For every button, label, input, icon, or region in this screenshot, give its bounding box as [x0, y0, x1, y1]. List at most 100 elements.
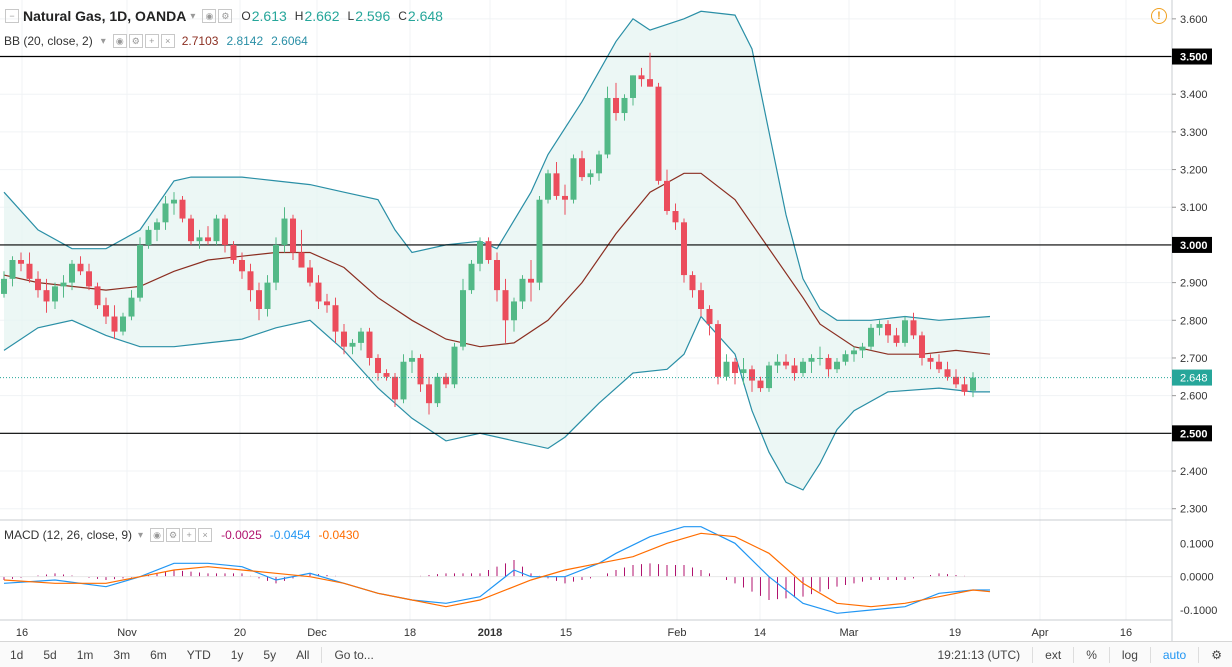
range-6m[interactable]: 6m [150, 647, 167, 662]
visibility-icon[interactable]: ◉ [150, 528, 165, 542]
candle-body [35, 278, 41, 291]
remove-icon[interactable]: × [198, 528, 213, 542]
candle-body [944, 369, 951, 377]
divider [1149, 646, 1151, 663]
candle-body [664, 180, 670, 212]
divider [1073, 646, 1075, 663]
candle-body [570, 158, 577, 200]
macd-label[interactable]: MACD (12, 26, close, 9) [4, 528, 133, 542]
settings-icon[interactable]: ⚙ [218, 9, 233, 23]
visibility-icon[interactable]: ◉ [202, 9, 217, 23]
range-1d[interactable]: 1d [10, 647, 24, 662]
dropdown-icon[interactable]: ▾ [190, 10, 196, 22]
candle-body [783, 361, 789, 366]
ext-toggle[interactable]: ext [1045, 647, 1062, 662]
candle-body [417, 357, 424, 385]
bb-upper-value: 2.8142 [226, 34, 264, 48]
candle-body [298, 252, 305, 268]
candle-body [111, 316, 118, 332]
symbol-legend: − Natural Gas, 1D, OANDA ▾ ◉ ⚙ O 2.613 H… [4, 8, 443, 24]
candle-body [800, 361, 806, 374]
candle-body [579, 158, 585, 178]
macd-hist-value: -0.0025 [221, 528, 262, 542]
candle-body [749, 369, 755, 381]
auto-toggle[interactable]: auto [1162, 647, 1187, 662]
candle-body [774, 361, 781, 366]
level-badge [1172, 425, 1212, 442]
range-ytd[interactable]: YTD [186, 647, 211, 662]
range-all[interactable]: All [296, 647, 310, 662]
settings-icon[interactable]: ⚙ [166, 528, 181, 542]
candle-body [103, 305, 109, 317]
symbol-title[interactable]: Natural Gas, 1D, OANDA [23, 8, 187, 24]
candle-body [485, 241, 492, 260]
add-icon[interactable]: + [182, 528, 197, 542]
bb-label[interactable]: BB (20, close, 2) [4, 34, 93, 48]
candle-body [868, 327, 874, 347]
clock-time: 19:21:13 (UTC) [937, 647, 1021, 662]
gear-icon[interactable]: ⚙ [1211, 647, 1222, 662]
candle-body [400, 361, 407, 400]
range-5d[interactable]: 5d [43, 647, 57, 662]
candle-body [213, 218, 220, 242]
candle-body [426, 384, 432, 404]
time-tick-label: 19 [949, 627, 961, 639]
price-tick-label: 2.300 [1180, 504, 1208, 516]
candle-body [443, 376, 449, 385]
macd-signal-line [3, 532, 991, 608]
candle-body [834, 361, 840, 370]
candle-body [715, 324, 721, 377]
percent-toggle[interactable]: % [1086, 647, 1097, 662]
time-tick-label: 20 [234, 627, 246, 639]
time-tick-label: 15 [560, 627, 572, 639]
add-icon[interactable]: + [144, 34, 159, 48]
time-tick-label: 14 [754, 627, 766, 639]
candle-body [791, 365, 798, 374]
candle-body [128, 297, 135, 317]
price-tick-label: 2.800 [1180, 315, 1208, 327]
candle-body [647, 79, 653, 87]
candle-body [953, 376, 959, 385]
macd-tick-label: -0.1000 [1180, 605, 1217, 617]
candle-body [562, 195, 568, 200]
warning-icon[interactable]: ! [1151, 8, 1167, 24]
time-tick-label: 18 [404, 627, 416, 639]
bb-lower-line [3, 315, 990, 491]
candle-body [451, 346, 458, 385]
candle-body [94, 286, 101, 306]
price-axis-background [1172, 0, 1232, 641]
candle-body [536, 199, 543, 283]
candle-body [706, 308, 713, 325]
time-tick-label: Mar [840, 627, 859, 639]
range-5y[interactable]: 5y [263, 647, 277, 662]
candle-body [477, 241, 483, 264]
log-toggle[interactable]: log [1121, 647, 1138, 662]
candle-body [766, 365, 772, 389]
dropdown-icon[interactable]: ▾ [100, 35, 106, 47]
level-badge-label: 3.500 [1180, 52, 1208, 64]
collapse-icon[interactable]: − [5, 9, 19, 23]
range-3m[interactable]: 3m [113, 647, 131, 662]
candle-body [392, 376, 398, 400]
goto-button[interactable]: Go to... [334, 647, 374, 662]
candle-body [9, 260, 16, 279]
dropdown-icon[interactable]: ▾ [138, 529, 144, 541]
candle-body [324, 301, 330, 306]
candle-body [154, 222, 160, 230]
candle-body [307, 267, 313, 283]
candle-body [681, 222, 687, 276]
candle-body [876, 324, 883, 328]
level-badge-label: 3.000 [1180, 240, 1208, 252]
candle-body [247, 271, 254, 291]
candle-body [672, 211, 679, 223]
time-tick-label: Dec [307, 627, 327, 639]
candle-body [553, 173, 560, 196]
settings-icon[interactable]: ⚙ [128, 34, 143, 48]
visibility-icon[interactable]: ◉ [112, 34, 127, 48]
remove-icon[interactable]: × [160, 34, 175, 48]
candle-body [494, 260, 500, 291]
range-1y[interactable]: 1y [230, 647, 244, 662]
bb-legend: BB (20, close, 2) ▾ ◉ ⚙ + × 2.7103 2.814… [4, 34, 308, 48]
range-1m[interactable]: 1m [76, 647, 94, 662]
